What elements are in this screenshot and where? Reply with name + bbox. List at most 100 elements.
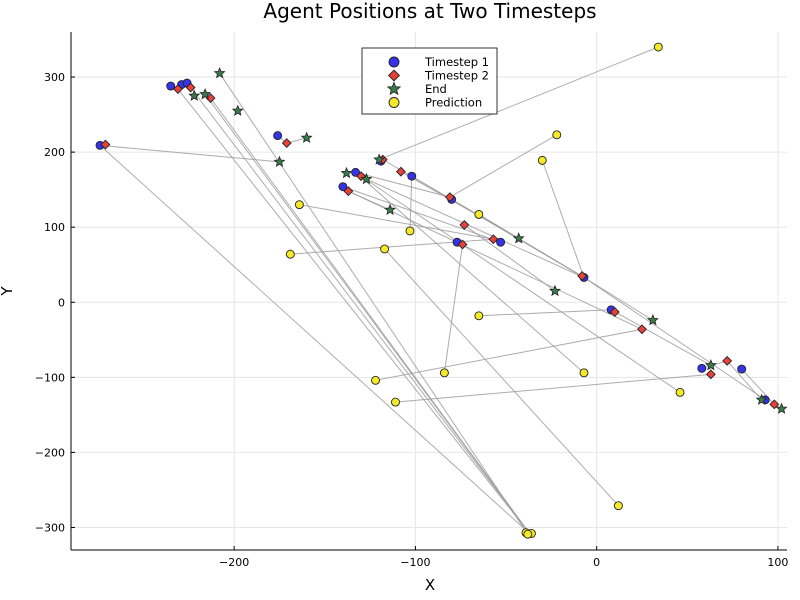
link-line [99,144,530,534]
end-point [300,131,313,143]
grid-layer [71,32,787,550]
link-line [99,144,280,163]
link-line [541,160,585,278]
prediction-point [294,200,304,210]
link-line [366,178,585,278]
timestep2-point [343,186,354,197]
timestep1-point [496,237,506,247]
prediction-point [474,311,484,321]
timestep2-point [609,307,620,317]
prediction-point [391,397,400,407]
end-point [755,393,768,405]
link-line [395,373,711,403]
end-point [373,153,386,165]
legend-label-timestep1: Timestep 1 [424,55,489,69]
link-line [355,172,585,374]
prediction-point [371,375,380,385]
timestep1-point [407,171,417,181]
x-tick-label: 0 [593,556,600,569]
legend-marker-end [386,81,402,96]
link-line [583,277,654,321]
link-line [409,176,413,231]
timestep1-point [697,363,707,373]
prediction-point [439,368,449,378]
timestep2-point [444,192,455,203]
link-line [411,175,585,278]
timestep2-point [457,239,468,250]
end-point [231,104,244,116]
end-point [775,402,788,414]
link-line [348,190,643,330]
link-line [177,88,530,534]
legend-label-prediction: Prediction [425,96,482,110]
link-lines [99,46,782,535]
legend-marker-timestep2 [387,69,401,82]
link-line [449,134,558,198]
timestep2-point [637,324,647,335]
end-point [360,172,373,185]
axes [70,32,787,551]
link-line [443,244,464,373]
x-axis-label: X [425,576,435,594]
y-tick-label: 0 [58,296,65,309]
y-tick-label: −100 [35,371,65,384]
legend-box [361,47,498,115]
timestep1-point [338,182,348,192]
end-point [273,155,286,167]
timestep2-point [488,234,499,245]
x-tick-label: 100 [767,556,788,569]
data-points [95,42,788,539]
end-point [646,314,659,326]
end-point [512,232,525,244]
link-line [342,186,501,243]
timestep1-point [273,131,283,141]
chart-title: Agent Positions at Two Timesteps [263,0,596,23]
end-point [340,166,353,179]
timestep2-point [459,219,470,230]
timestep2-point [281,138,292,149]
timestep2-point [705,369,716,380]
legend-marker-timestep1 [388,56,400,68]
prediction-point [675,387,685,397]
prediction-point [653,42,663,52]
y-axis-label: Y [0,286,16,297]
prediction-point [285,249,295,259]
end-point [188,89,201,101]
link-line [360,175,681,393]
prediction-point [613,501,623,511]
timestep2-point [722,355,733,366]
prediction-point [579,368,589,378]
timestep2-point [185,82,196,93]
link-line [478,309,612,317]
prediction-point [552,130,562,140]
end-point [704,359,717,371]
y-tick-label: 200 [44,146,65,159]
timestep1-point [737,364,747,374]
link-line [355,171,450,198]
tick-labels: −200 −100 0 100 −300 −200 −100 0 100 200 300 [35,71,789,569]
link-line [204,94,531,534]
y-tick-label: −200 [35,446,65,459]
end-point [384,203,396,215]
end-point [213,67,226,79]
prediction-point [380,244,390,254]
link-line [610,309,712,366]
y-tick-label: 100 [44,221,65,234]
link-line [464,224,556,292]
prediction-point [405,226,415,236]
legend-marker-prediction [388,97,400,108]
timestep2-point [395,166,406,177]
y-tick-label: −300 [35,521,65,534]
prediction-point [523,529,533,539]
link-line [378,46,659,161]
timestep2-point [769,399,780,410]
link-line [190,87,531,534]
timestep2-point [173,84,183,94]
legend-label-end: End [425,82,447,96]
x-tick-label: −100 [400,556,430,569]
link-line [583,277,766,401]
end-point [199,88,212,100]
y-tick-label: 300 [44,71,65,84]
